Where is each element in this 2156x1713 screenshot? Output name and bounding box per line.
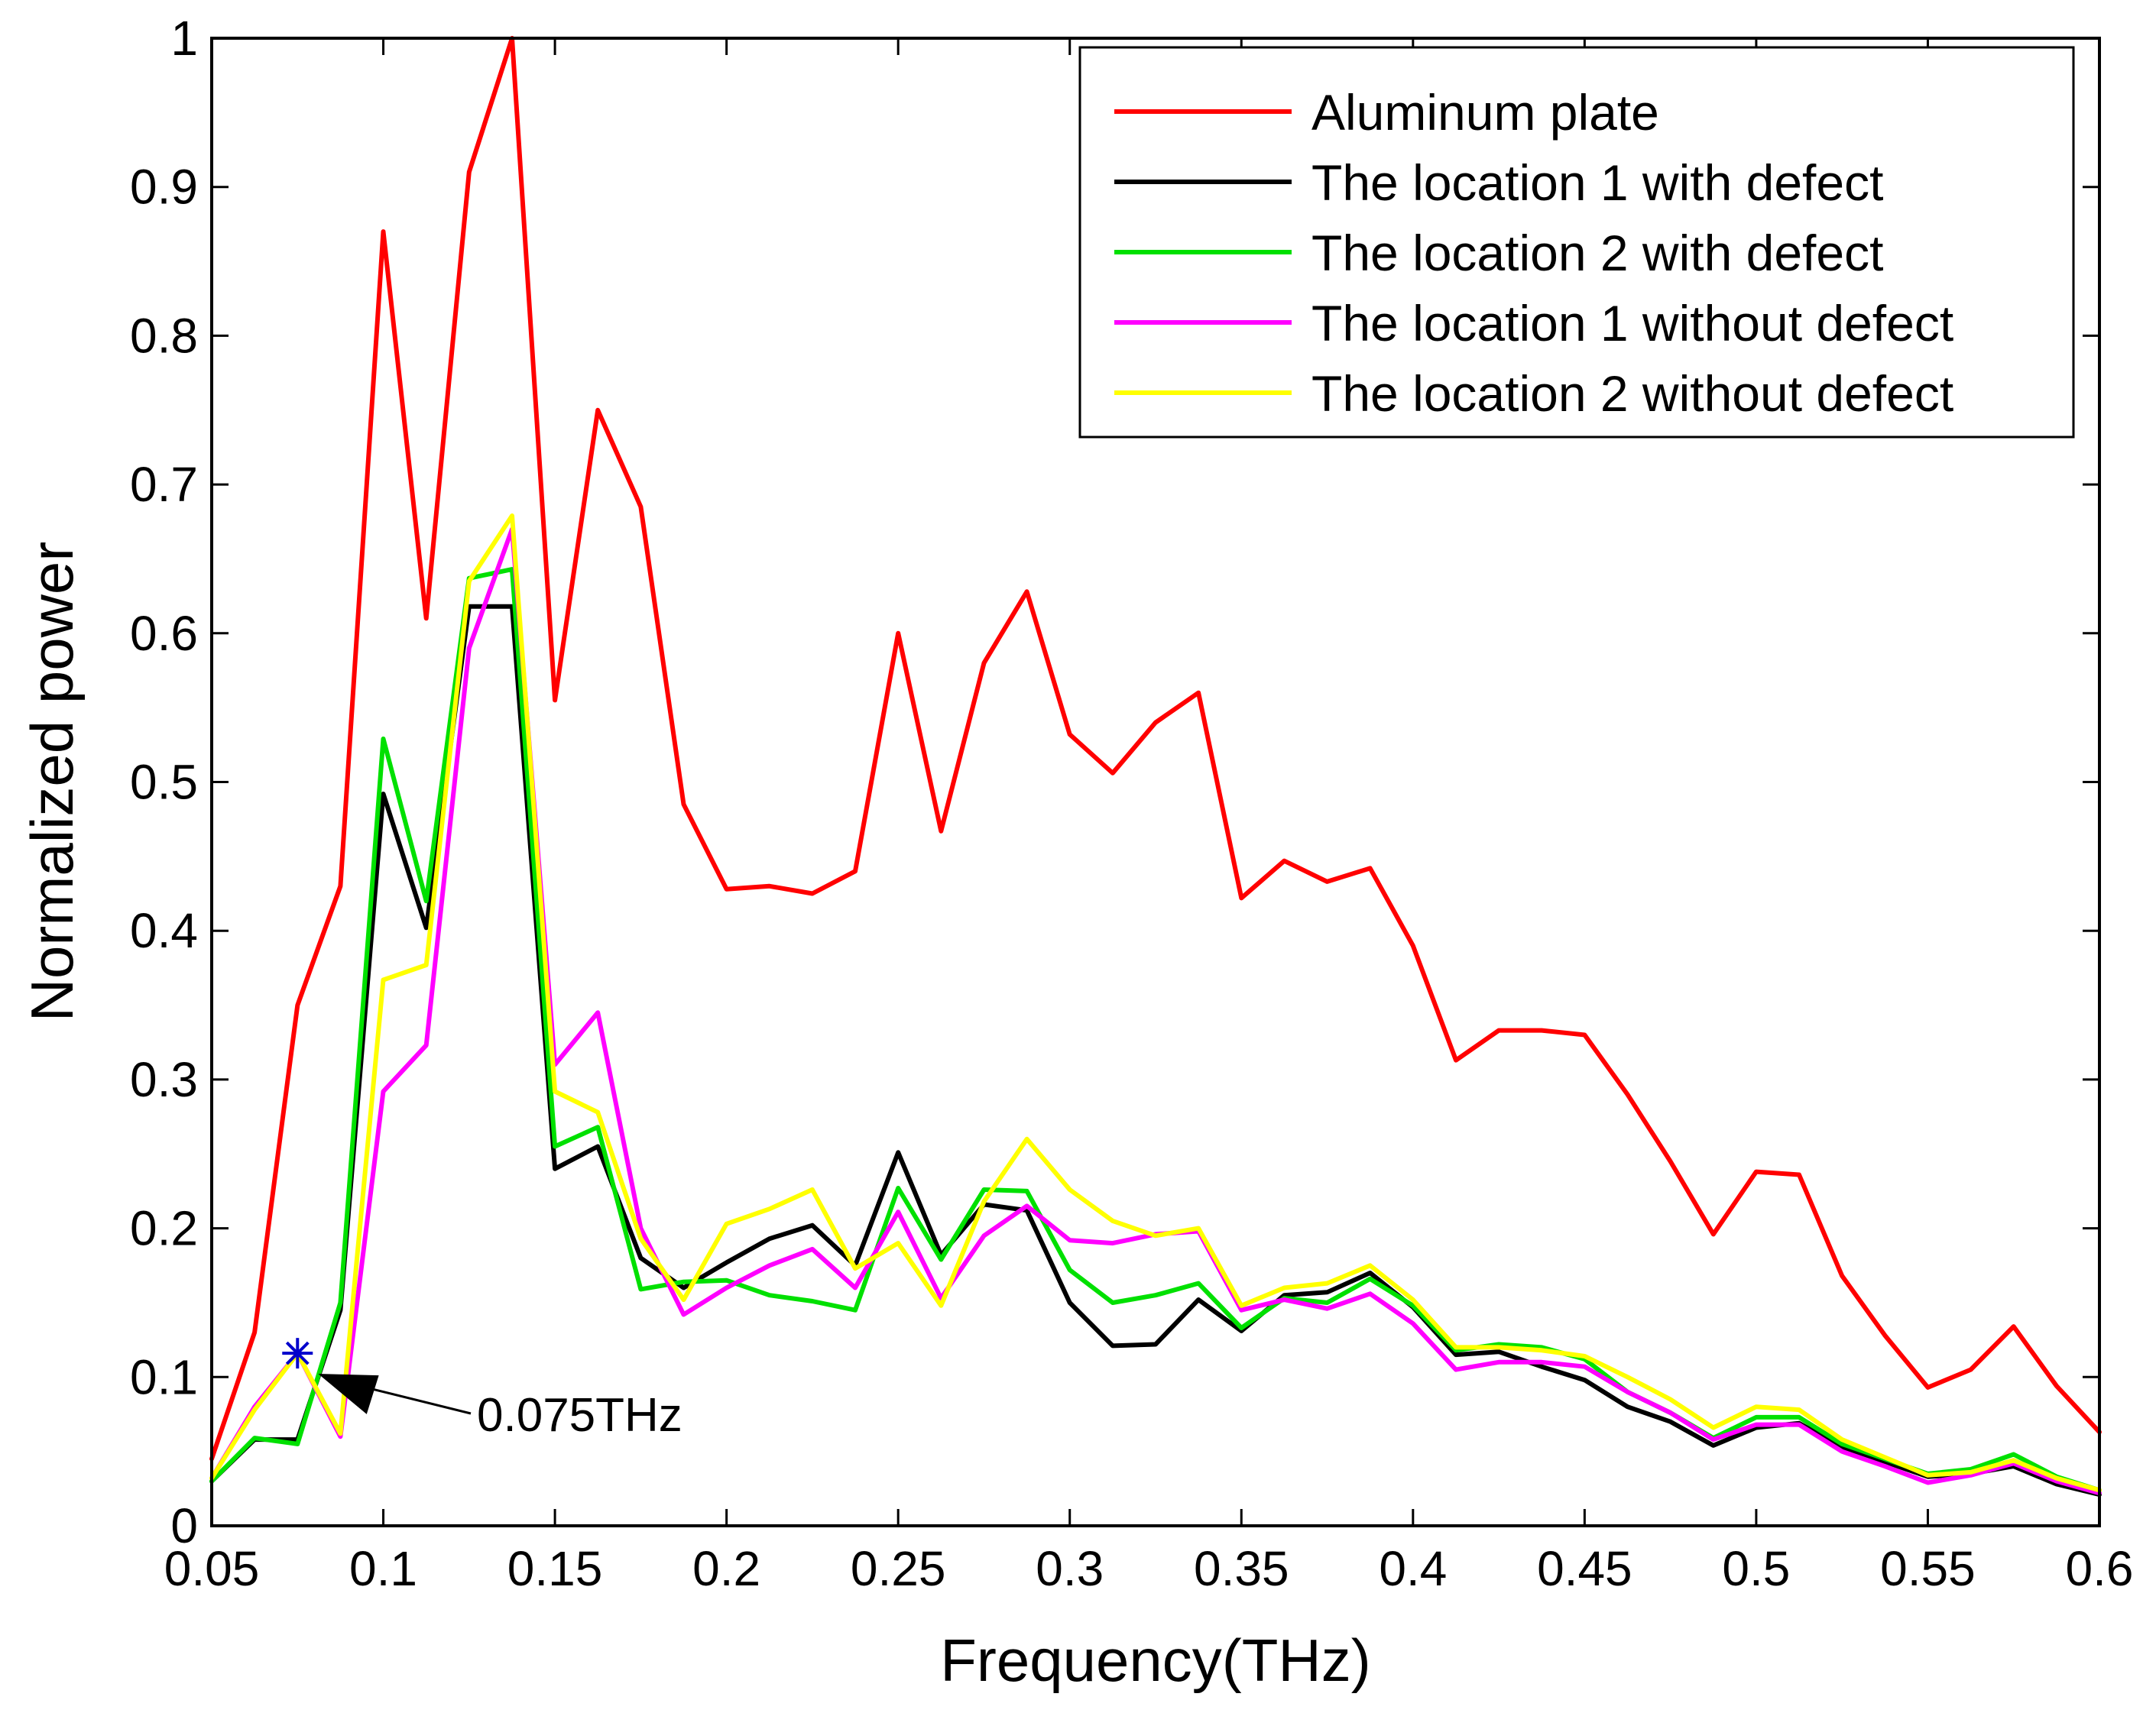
x-tick-label: 0.4: [1379, 1541, 1447, 1596]
legend-label-location1-with-defect: The location 1 with defect: [1311, 154, 1883, 211]
x-tick-label: 0.1: [349, 1541, 417, 1596]
legend-label-aluminum-plate: Aluminum plate: [1311, 84, 1659, 141]
series-line-aluminum-plate: [209, 36, 2102, 1462]
x-tick-label: 0.6: [2066, 1541, 2134, 1596]
tick-layer: 0.05 0.1 0.15 0.2 0.25 0.3 0.35 0.4 0.45 0.5 0.55 0…: [130, 11, 2133, 1596]
series-line-the-location-2-with-defect: [209, 567, 2102, 1493]
y-tick-label: 0.1: [130, 1349, 198, 1404]
legend: Aluminum plate The location 1 with defec…: [1078, 46, 2075, 439]
x-axis-title: Frequency(THz): [940, 1627, 1370, 1694]
x-tick-label: 0.3: [1036, 1541, 1104, 1596]
annotation-label: 0.075THz: [477, 1389, 682, 1442]
y-tick-label: 0.4: [130, 903, 198, 958]
annotation-arrow-head: [318, 1374, 379, 1414]
x-tick-label: 0.45: [1537, 1541, 1632, 1596]
x-tick-label: 0.15: [507, 1541, 603, 1596]
legend-label-location1-without-defect: The location 1 without defect: [1311, 295, 1953, 351]
annotation-layer: 0.075THz: [282, 1338, 682, 1442]
x-tick-label: 0.55: [1880, 1541, 1976, 1596]
x-tick-label: 0.05: [164, 1541, 260, 1596]
y-tick-label: 0.7: [130, 457, 198, 512]
y-axis-title: Normalized power: [18, 542, 86, 1022]
x-tick-label: 0.25: [851, 1541, 946, 1596]
y-tick-label: 0.2: [130, 1201, 198, 1256]
y-tick-label: 0: [170, 1498, 198, 1553]
series-layer: [209, 36, 2102, 1498]
y-tick-label: 1: [170, 11, 198, 66]
x-tick-label: 0.2: [692, 1541, 760, 1596]
y-tick-label: 0.5: [130, 755, 198, 810]
x-tick-label: 0.5: [1722, 1541, 1790, 1596]
y-tick-label: 0.8: [130, 308, 198, 363]
annotation-star-marker: [282, 1338, 313, 1369]
y-tick-label: 0.3: [130, 1052, 198, 1107]
y-tick-label: 0.6: [130, 606, 198, 661]
legend-label-location2-without-defect: The location 2 without defect: [1311, 365, 1953, 422]
legend-label-location2-with-defect: The location 2 with defect: [1311, 225, 1883, 281]
y-tick-label: 0.9: [130, 160, 198, 215]
series-line-the-location-2-without-defect: [209, 513, 2102, 1493]
x-tick-label: 0.35: [1194, 1541, 1289, 1596]
